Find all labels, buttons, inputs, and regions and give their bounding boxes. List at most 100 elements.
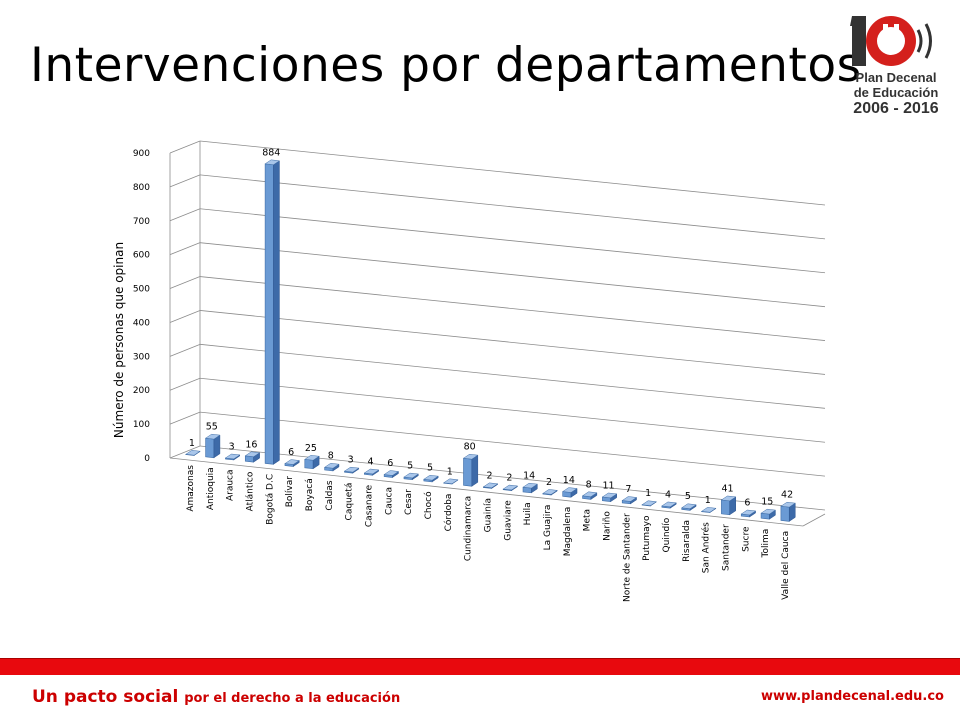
category-label: Huila — [523, 502, 533, 525]
bar-top — [462, 453, 479, 460]
bar — [383, 470, 400, 478]
gridline-side — [169, 276, 201, 289]
category-label: Cesar — [404, 489, 414, 515]
bar — [423, 475, 439, 483]
category-label: Meta — [583, 509, 593, 531]
category-label: Nariño — [603, 511, 613, 541]
gridline-side — [169, 140, 201, 154]
category-label: Santander — [722, 524, 732, 571]
y-tick-label: 900 — [133, 149, 150, 159]
category-label: Quindío — [662, 517, 672, 552]
y-tick-label: 100 — [133, 420, 150, 430]
bar-top — [740, 509, 757, 516]
bar-top — [641, 500, 658, 506]
data-label: 80 — [464, 442, 476, 453]
category-label: San Andrés — [701, 522, 712, 573]
data-label: 5 — [685, 491, 691, 502]
category-label: Putumayo — [642, 515, 652, 561]
category-label: Caldas — [325, 480, 335, 511]
data-label: 4 — [367, 456, 373, 467]
category-label: Bogotá D.C — [265, 474, 275, 525]
data-label: 3 — [348, 455, 354, 466]
bar — [641, 500, 658, 507]
category-label: Atlántico — [245, 471, 255, 511]
bar — [522, 482, 539, 494]
y-tick-label: 200 — [133, 386, 150, 396]
bar-top — [681, 503, 697, 509]
bar-front — [304, 458, 314, 470]
category-label: Chocó — [423, 491, 434, 519]
bar — [224, 453, 241, 461]
gridline — [199, 445, 826, 511]
logo-ten-icon — [850, 16, 932, 66]
data-label: 2 — [546, 477, 552, 488]
category-label: Risaralda — [682, 520, 692, 562]
bar — [323, 463, 340, 472]
y-axis-label: Número de personas que opinan — [112, 242, 126, 438]
bar-top — [403, 472, 420, 479]
bar-top — [700, 507, 717, 513]
y-tick-label: 700 — [133, 217, 150, 227]
bar-top — [720, 495, 737, 502]
plan-decenal-logo: Plan Decenal de Educación 2006 - 2016 — [846, 8, 946, 126]
slogan-rest: por el derecho a la educación — [184, 691, 401, 706]
bar — [343, 466, 360, 474]
slogan-main: Un pacto social — [32, 687, 179, 707]
bar-front — [264, 163, 274, 465]
category-label: Guainía — [484, 498, 494, 532]
data-label: 11 — [602, 480, 614, 491]
category-label: Magdalena — [563, 507, 573, 556]
bar-top — [780, 501, 796, 508]
category-label: Guaviare — [503, 500, 513, 541]
data-label: 8 — [328, 451, 334, 462]
data-label: 6 — [387, 458, 393, 469]
data-label: 14 — [563, 475, 575, 486]
category-label: Tolima — [761, 529, 771, 559]
bar — [284, 459, 300, 467]
data-label: 42 — [781, 490, 793, 501]
bar — [661, 501, 677, 509]
logo-line-3: 2006 - 2016 — [853, 100, 939, 117]
bar-top — [760, 508, 777, 515]
category-label: Córdoba — [443, 494, 454, 532]
data-label: 1 — [705, 495, 711, 506]
bar-top — [601, 492, 618, 499]
category-label: Caquetá — [345, 483, 355, 521]
gridline — [199, 242, 826, 308]
bar — [740, 509, 757, 518]
category-labels: Amazonas Antioquia Arauca Atlántico Bogotá D… — [186, 465, 791, 602]
data-label: 2 — [506, 473, 512, 484]
data-label: 6 — [744, 497, 750, 508]
bar-top — [442, 478, 459, 484]
bar-side — [273, 160, 280, 465]
bar — [601, 492, 618, 503]
data-label: 1 — [447, 466, 453, 477]
data-label: 55 — [206, 422, 218, 433]
footer-slogan: Un pacto social por el derecho a la educ… — [32, 687, 400, 707]
bar-top — [502, 484, 519, 491]
bar-top — [224, 453, 241, 460]
bar — [363, 468, 380, 476]
floor-right-edge — [802, 513, 826, 527]
data-label: 15 — [761, 497, 773, 508]
gridline-side — [169, 174, 201, 188]
page-title: Intervenciones por departamentos — [30, 38, 862, 93]
gridlines — [169, 140, 826, 527]
gridline — [199, 140, 826, 206]
bar — [681, 503, 697, 511]
bar — [700, 507, 717, 514]
bar-top — [522, 482, 539, 489]
data-label: 5 — [407, 461, 413, 472]
bar-top — [581, 491, 598, 497]
footer-url[interactable]: www.plandecenal.edu.co — [761, 689, 944, 704]
bar-top — [561, 487, 578, 493]
bar-front — [463, 457, 473, 487]
floor-edge — [169, 457, 804, 527]
bar-top — [363, 468, 380, 475]
y-tick-label: 500 — [133, 285, 150, 295]
bar — [780, 501, 796, 522]
gridline — [199, 343, 826, 409]
bar-top — [204, 433, 221, 440]
bar — [561, 487, 578, 498]
